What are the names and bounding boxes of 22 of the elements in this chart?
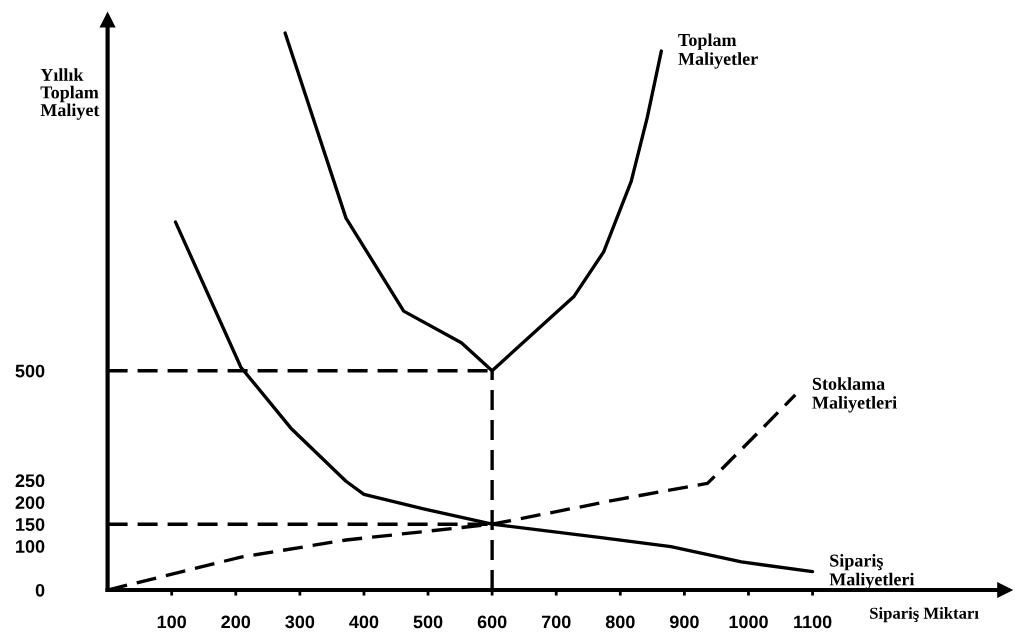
y-tick-label: 500 (15, 364, 45, 378)
x-tick-label: 600 (477, 615, 507, 629)
x-tick-label: 500 (413, 615, 443, 629)
series-label: Toplam Maliyetler (678, 33, 758, 69)
y-axis-title: Yıllık Toplam Maliyet (40, 68, 100, 120)
series-label: Stoklama Maliyetleri (812, 377, 897, 413)
x-tick-label: 900 (669, 615, 699, 629)
y-tick-label: 250 (15, 474, 45, 488)
x-tick-label: 200 (221, 615, 251, 629)
y-tick-label: 150 (16, 518, 45, 531)
y-tick-label: 200 (15, 496, 45, 510)
x-axis-title: Sipariş Miktarı (870, 607, 979, 623)
y-tick-label: 0 (35, 583, 45, 597)
x-tick-label: 1000 (729, 615, 768, 629)
y-tick-label: 100 (16, 540, 45, 553)
x-tick-label: 1100 (794, 615, 832, 629)
x-tick-label: 300 (285, 615, 315, 629)
x-tick-label: 400 (349, 615, 379, 629)
x-tick-label: 800 (605, 615, 635, 629)
x-tick-label: 700 (541, 615, 571, 629)
x-tick-label: 100 (157, 615, 186, 629)
series-label: Sipariş Maliyetleri (829, 553, 915, 590)
